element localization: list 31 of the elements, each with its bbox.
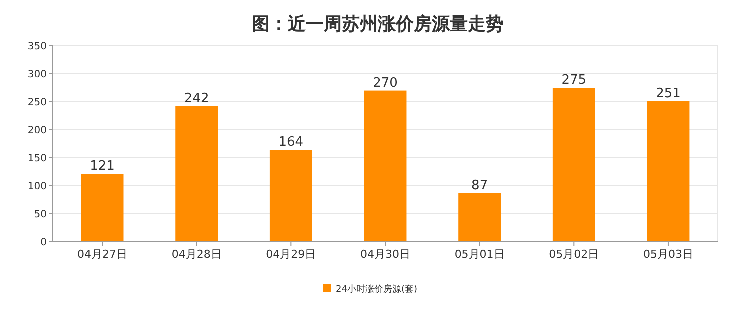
y-tick-label: 200 [28, 126, 47, 136]
x-tick-label: 05月01日 [454, 248, 505, 261]
x-tick-label: 04月28日 [172, 248, 222, 261]
y-tick-label: 350 [28, 42, 47, 52]
bar [270, 150, 312, 242]
x-tick-label: 04月27日 [78, 248, 128, 261]
legend-label: 24小时涨价房源(套) [336, 284, 418, 295]
chart-title: 图：近一周苏州涨价房源量走势 [252, 14, 504, 35]
data-label: 242 [184, 91, 210, 106]
y-tick-label: 250 [28, 98, 47, 108]
bar [552, 88, 596, 242]
y-tick-label: 100 [28, 182, 47, 192]
y-tick-label: 0 [40, 238, 47, 248]
x-tick-label: 05月03日 [643, 248, 694, 261]
bar [81, 174, 124, 242]
bar [176, 106, 218, 242]
x-tick-label: 04月30日 [360, 248, 410, 261]
data-label: 251 [656, 86, 681, 102]
y-tick-label: 50 [34, 210, 47, 220]
y-tick-label: 300 [28, 70, 47, 80]
data-label: 275 [562, 73, 587, 88]
x-tick-label: 04月29日 [266, 248, 316, 261]
bar [364, 90, 407, 242]
y-tick-label: 150 [28, 154, 47, 164]
data-label: 270 [373, 76, 398, 91]
data-label: 164 [278, 135, 304, 150]
x-tick-label: 05月02日 [549, 248, 600, 261]
bar [647, 101, 690, 242]
data-label: 87 [472, 178, 488, 194]
bar [458, 193, 502, 242]
data-label: 121 [90, 159, 115, 174]
